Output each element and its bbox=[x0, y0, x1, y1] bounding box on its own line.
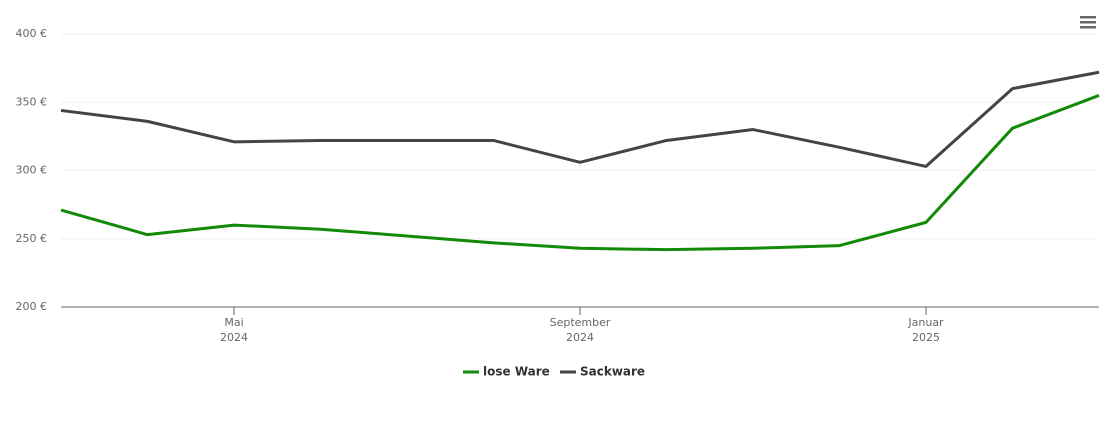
x-tick-label: Mai bbox=[224, 316, 243, 329]
series-line bbox=[60, 94, 1100, 252]
menu-icon[interactable] bbox=[1080, 16, 1096, 29]
y-tick-label: 300 € bbox=[16, 164, 48, 177]
y-tick-label: 350 € bbox=[16, 95, 48, 108]
x-tick-label: 2025 bbox=[912, 331, 940, 344]
legend-item[interactable]: Sackware bbox=[560, 365, 645, 379]
y-tick-label: 250 € bbox=[16, 232, 48, 245]
legend-item[interactable]: lose Ware bbox=[463, 365, 550, 379]
x-tick-label: September bbox=[550, 316, 611, 329]
legend-label: Sackware bbox=[580, 365, 645, 379]
x-tick-label: Januar bbox=[907, 316, 944, 329]
x-tick-label: 2024 bbox=[566, 331, 594, 344]
menu-bar bbox=[1080, 16, 1096, 19]
menu-bar bbox=[1080, 21, 1096, 24]
menu-bar bbox=[1080, 26, 1096, 29]
series-line bbox=[60, 70, 1100, 168]
y-tick-label: 200 € bbox=[16, 300, 48, 313]
y-tick-label: 400 € bbox=[16, 27, 48, 40]
x-tick-label: 2024 bbox=[220, 331, 248, 344]
legend-label: lose Ware bbox=[483, 365, 550, 379]
